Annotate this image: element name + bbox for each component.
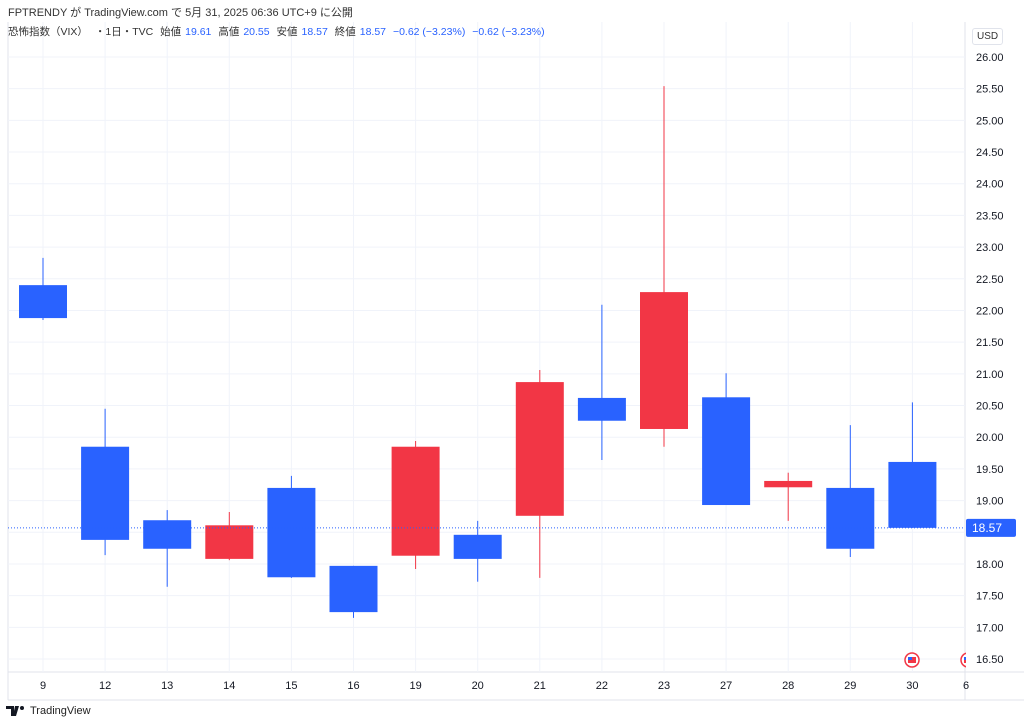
x-tick-label: 23	[658, 680, 670, 692]
y-tick-label: 24.50	[976, 147, 1004, 159]
candle-body	[267, 487, 316, 578]
candle-body	[702, 397, 751, 506]
currency-button[interactable]: USD	[972, 28, 1004, 45]
close-label: 終値	[334, 26, 356, 38]
y-tick-label: 24.00	[976, 179, 1004, 191]
y-tick-label: 25.00	[976, 115, 1004, 127]
brand-name: TradingView	[30, 705, 91, 717]
last-price-label: 18.57	[972, 521, 1002, 535]
publish-credit: FPTRENDY が TradingView.com で 5月 31, 2025…	[8, 7, 353, 19]
tradingview-logo[interactable]: TradingView	[6, 705, 91, 717]
change-value: −0.62 (−3.23%)	[392, 26, 466, 38]
candle-body	[453, 534, 502, 559]
y-tick-label: 17.00	[976, 622, 1004, 634]
y-tick-label: 19.00	[976, 496, 1004, 508]
x-tick-label: 21	[534, 680, 546, 692]
candle-body	[329, 565, 378, 613]
price-axis-mask	[966, 650, 1024, 670]
y-tick-label: 21.50	[976, 337, 1004, 349]
low-value: 18.57	[301, 26, 328, 38]
candle-body	[577, 397, 626, 421]
candle-body	[205, 525, 254, 559]
x-tick-label: 27	[720, 680, 732, 692]
x-tick-label: 16	[347, 680, 359, 692]
x-tick-label: 15	[285, 680, 297, 692]
x-tick-label: 6	[963, 680, 969, 692]
high-label: 高値	[218, 26, 240, 38]
y-tick-label: 21.00	[976, 369, 1004, 381]
open-label: 始値	[160, 26, 182, 38]
y-tick-label: 25.50	[976, 84, 1004, 96]
candle-body	[640, 292, 688, 429]
candle-body	[764, 480, 813, 488]
tradingview-logo-icon	[6, 706, 24, 716]
y-tick-label: 17.50	[976, 591, 1004, 603]
x-tick-label: 14	[223, 680, 235, 692]
y-tick-label: 23.50	[976, 210, 1004, 222]
y-tick-label: 26.00	[976, 52, 1004, 64]
y-tick-label: 19.50	[976, 464, 1004, 476]
x-tick-label: 30	[906, 680, 918, 692]
y-tick-label: 20.50	[976, 401, 1004, 413]
candle-body	[143, 520, 192, 549]
last-price-badge	[966, 518, 1016, 537]
symbol-name[interactable]: 恐怖指数（VIX）	[8, 26, 88, 38]
symbol-legend: 恐怖指数（VIX） ・1日・TVC 始値 19.61 高値 20.55 安値 18.5…	[8, 24, 549, 39]
low-label: 安値	[276, 26, 298, 38]
y-tick-label: 23.00	[976, 242, 1004, 254]
x-tick-label: 22	[596, 680, 608, 692]
x-tick-label: 20	[472, 680, 484, 692]
high-value: 20.55	[243, 26, 270, 38]
candle-body	[888, 461, 937, 528]
candle-body	[81, 446, 130, 540]
open-value: 19.61	[185, 26, 212, 38]
x-tick-label: 19	[409, 680, 421, 692]
candle-body	[391, 446, 440, 556]
y-tick-label: 16.50	[976, 654, 1004, 666]
x-tick-label: 9	[40, 680, 46, 692]
y-tick-label: 22.50	[976, 274, 1004, 286]
candle-body	[515, 382, 564, 516]
interval: ・1日・TVC	[94, 26, 154, 38]
candle-body	[19, 285, 67, 319]
close-value: 18.57	[359, 26, 387, 38]
us-flag-event-icon	[908, 657, 912, 660]
y-tick-label: 18.00	[976, 559, 1004, 571]
x-tick-label: 28	[782, 680, 794, 692]
x-tick-label: 13	[161, 680, 173, 692]
y-tick-label: 22.00	[976, 305, 1004, 317]
y-tick-label: 20.00	[976, 432, 1004, 444]
x-tick-label: 29	[844, 680, 856, 692]
candle-body	[826, 487, 875, 549]
x-tick-label: 12	[99, 680, 111, 692]
change-value-2: −0.62 (−3.23%)	[472, 26, 545, 38]
